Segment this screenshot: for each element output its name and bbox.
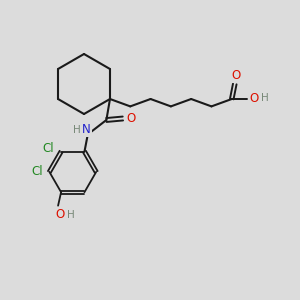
Text: O: O <box>250 92 259 105</box>
Text: H: H <box>73 125 80 135</box>
Text: Cl: Cl <box>31 165 43 178</box>
Text: H: H <box>262 93 269 103</box>
Text: O: O <box>126 112 136 125</box>
Text: Cl: Cl <box>43 142 54 155</box>
Text: O: O <box>56 208 65 221</box>
Text: H: H <box>67 210 75 220</box>
Text: N: N <box>82 123 91 136</box>
Text: O: O <box>232 69 241 82</box>
